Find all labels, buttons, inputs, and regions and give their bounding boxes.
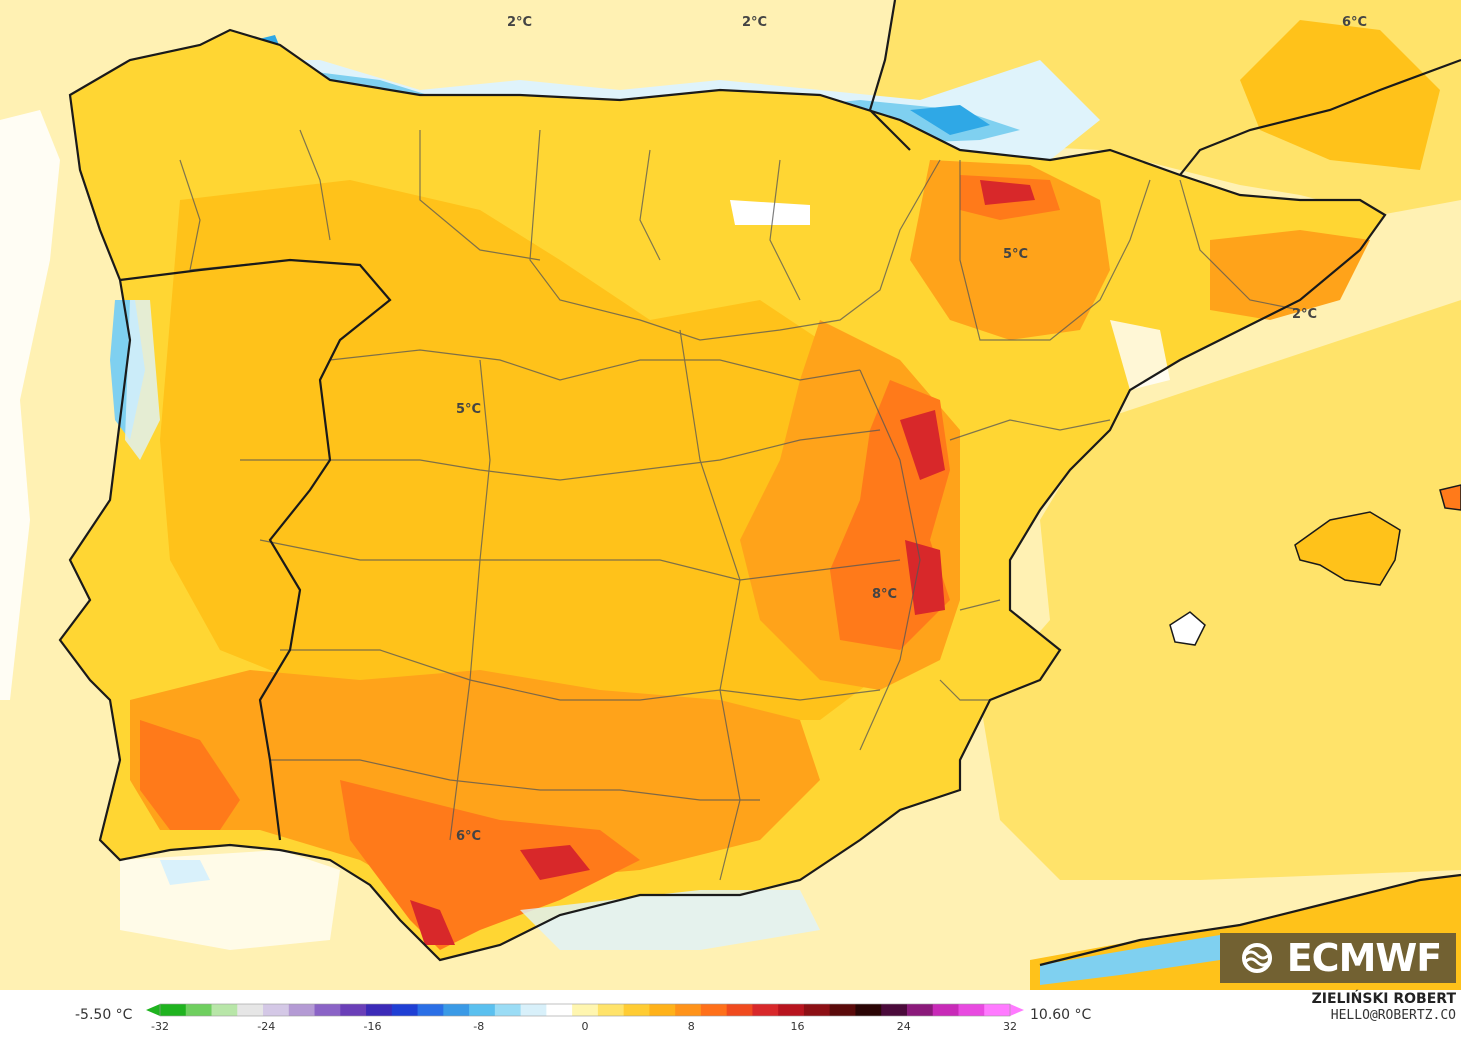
legend-color-step	[572, 1004, 599, 1016]
legend-tick-label: 24	[897, 1020, 911, 1033]
temp-label-valencia: 8°C	[872, 587, 897, 602]
legend-max-label: 10.60 °C	[1030, 1007, 1092, 1023]
legend-color-step	[958, 1004, 985, 1016]
legend-color-step	[855, 1004, 882, 1016]
legend-tick-label: -8	[473, 1020, 484, 1033]
hottest-core-1	[410, 180, 1035, 945]
legend-color-step	[906, 1004, 934, 1016]
cadiz-pale	[120, 850, 340, 950]
temperature-map: 2°C 2°C 6°C 5°C 2°C 5°C 8°C 6°C ECMWF	[0, 0, 1461, 990]
legend-color-step	[160, 1004, 187, 1016]
map-canvas: 2°C 2°C 6°C 5°C 2°C 5°C 8°C 6°C	[0, 0, 1461, 990]
legend-tick-label: 8	[688, 1020, 695, 1033]
legend-colorbar: -32 -24 -16 -8 0 8 16 24 32	[146, 1003, 1024, 1033]
legend-color-step	[469, 1004, 496, 1016]
legend-color-step	[726, 1004, 753, 1016]
color-legend: -32 -24 -16 -8 0 8 16 24 32	[0, 990, 1461, 1035]
ecmwf-logo: ECMWF	[1220, 933, 1456, 983]
legend-color-step	[932, 1004, 959, 1016]
portugal-coast-pale	[125, 300, 160, 460]
legend-color-step	[984, 1004, 1011, 1016]
legend-color-step	[237, 1004, 264, 1016]
credit-email: HELLO@ROBERTZ.CO	[1330, 1008, 1456, 1023]
legend-color-step	[185, 1004, 213, 1016]
mallorca-island	[1294, 511, 1401, 586]
temp-label-ebro: 5°C	[1003, 247, 1028, 262]
legend-color-step	[263, 1004, 290, 1016]
legend-color-step	[494, 1004, 522, 1016]
legend-tick-label: 16	[791, 1020, 805, 1033]
legend-tick-label: -24	[257, 1020, 275, 1033]
legend-color-step	[829, 1004, 856, 1016]
ecmwf-logo-icon	[1241, 943, 1272, 973]
legend-min-label: -5.50 °C	[75, 1007, 133, 1023]
temp-label-north-2: 2°C	[742, 15, 767, 30]
menorca-island	[1439, 484, 1461, 511]
temp-label-france: 6°C	[1342, 15, 1367, 30]
alboran-pale	[520, 890, 820, 950]
legend-color-steps	[146, 1003, 1024, 1017]
legend-tick-label: 0	[582, 1020, 589, 1033]
legend-left-arrow	[146, 1004, 160, 1016]
warm-region-catalonia	[1210, 230, 1370, 320]
legend-color-step	[211, 1004, 238, 1016]
legend-color-step	[881, 1004, 908, 1016]
legend-outline	[159, 1003, 1011, 1017]
legend-color-step	[520, 1004, 547, 1016]
temp-label-catalonia: 2°C	[1292, 307, 1317, 322]
ibiza-island	[1169, 611, 1206, 646]
legend-color-step	[803, 1004, 831, 1016]
legend-ticks: -32 -24 -16 -8 0 8 16 24 32	[151, 1020, 1017, 1033]
legend-color-step	[288, 1004, 316, 1016]
legend-color-step	[623, 1004, 650, 1016]
atlantic-pale-area	[0, 110, 60, 700]
mediterranean-light-area	[980, 300, 1461, 880]
legend-color-step	[340, 1004, 367, 1016]
legend-right-arrow	[1010, 1004, 1024, 1016]
ecmwf-logo-text: ECMWF	[1286, 936, 1443, 980]
legend-color-step	[314, 1004, 341, 1016]
africa-cool-strip	[1040, 935, 1220, 985]
legend-tick-label: -32	[151, 1020, 169, 1033]
legend-color-step	[752, 1004, 779, 1016]
legend-color-step	[546, 1004, 573, 1016]
legend-color-step	[443, 1004, 470, 1016]
ebro-delta-pale	[1110, 320, 1170, 390]
warm-region-center	[160, 180, 930, 720]
legend-color-step	[417, 1004, 444, 1016]
hot-region-algarve	[140, 720, 240, 830]
legend-color-step	[649, 1004, 676, 1016]
interior-pale-spot	[730, 200, 810, 225]
legend-color-step	[675, 1004, 702, 1016]
legend-color-step	[778, 1004, 805, 1016]
legend-color-step	[597, 1004, 625, 1016]
credit-name: ZIELIŃSKI ROBERT	[1311, 991, 1456, 1007]
legend-color-step	[366, 1004, 393, 1016]
temp-label-center: 5°C	[456, 402, 481, 417]
legend-color-step	[391, 1004, 419, 1016]
legend-color-step	[700, 1004, 728, 1016]
legend-tick-label: 32	[1003, 1020, 1017, 1033]
france-warm-area	[1240, 20, 1440, 170]
national-borders	[58, 0, 1461, 967]
warm-region-south	[130, 670, 820, 900]
temp-label-north-1: 2°C	[507, 15, 532, 30]
temp-label-andalusia: 6°C	[456, 829, 481, 844]
legend-tick-label: -16	[364, 1020, 382, 1033]
